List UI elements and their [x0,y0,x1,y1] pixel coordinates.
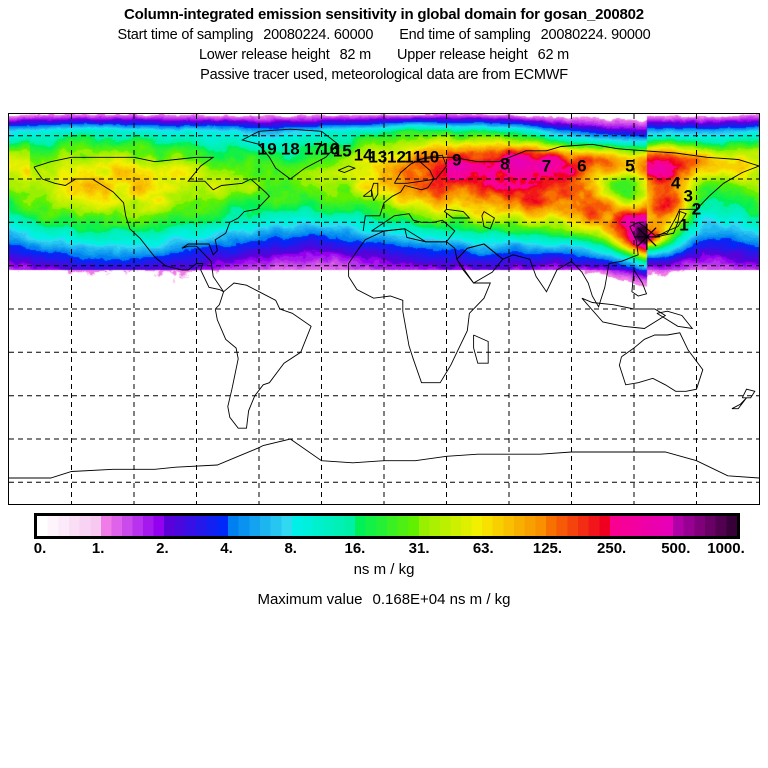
day-label-19: 19 [257,139,277,159]
colorbar-segment-3 [227,516,292,536]
colorbar-segment-4 [291,516,356,536]
day-label-10: 10 [420,147,440,167]
day-label-8: 8 [500,154,510,174]
maximum-value-number: 0.168E+04 [372,591,446,608]
map-clip: 19 18 17 16 15 14 13 12 11 10 9 8 7 6 5 4 3 2 1 [9,114,759,504]
upper-release-value: 62 m [537,47,570,63]
lower-release-value: 82 m [339,47,372,63]
day-label-4: 4 [670,173,681,193]
colorbar-segment-2 [164,516,228,536]
colorbar-tick-1: 1. [91,540,105,557]
lower-release-label: Lower release height [198,47,330,63]
colorbar-segment-8 [546,516,610,536]
colorbar-tick-5: 16. [344,540,366,557]
day-label-1: 1 [679,215,689,234]
colorbar-segment-10 [673,516,738,536]
day-label-13: 13 [368,147,388,167]
colorbar-tick-0: 0. [33,540,47,557]
colorbar-tick-8: 125. [532,540,563,557]
colorbar-tick-7: 63. [472,540,494,557]
day-label-18: 18 [280,139,300,159]
end-time-value: 20080224. 90000 [540,27,651,43]
colorbar-tick-2: 2. [156,540,169,557]
coastlines [9,128,759,479]
end-time-label: End time of sampling [399,27,531,43]
day-label-17: 17 [303,139,323,159]
map-panel: 19 18 17 16 15 14 13 12 11 10 9 8 7 6 5 4 3 2 1 [8,113,760,505]
start-time-value: 20080224. 60000 [263,27,374,43]
map-gridlines [9,114,759,504]
colorbar-segment-1 [100,516,165,536]
day-label-11: 11 [404,147,423,167]
day-label-6: 6 [577,156,587,176]
tracer-note: Passive tracer used, meteorological data… [200,67,568,83]
colorbar-tick-labels: 0. 1. 2. 4. 8. 16. 31. 63. 125. 250. 500. 1000. [0,540,768,560]
start-time-label: Start time of sampling [117,27,254,43]
release-height-line: Lower release height 82 m Upper release he… [0,45,768,65]
day-label-16: 16 [320,139,340,159]
day-label-15: 15 [332,141,352,161]
day-label-12: 12 [387,147,406,167]
day-label-9: 9 [452,150,462,169]
colorbar-segment-6 [418,516,483,536]
day-label-3: 3 [683,186,693,206]
page-title: Column-integrated emission sensitivity i… [124,6,644,23]
sampling-time-line: Start time of sampling 20080224. 60000 End… [0,25,768,45]
colorbar-segment-0 [37,516,101,536]
colorbar-unit-label: ns m / kg [353,561,415,578]
colorbar-tick-11: 1000. [707,540,745,557]
day-label-14: 14 [353,145,373,165]
colorbar-tick-6: 31. [408,540,430,557]
colorbar-tick-4: 8. [284,540,297,557]
colorbar-segment-9 [609,516,674,536]
release-marker [633,223,660,250]
day-label-5: 5 [625,156,635,176]
upper-release-label: Upper release height [397,47,528,63]
day-label-2: 2 [691,199,702,219]
colorbar-segment-7 [482,516,547,536]
day-label-7: 7 [541,156,552,176]
colorbar-tick-10: 500. [661,540,691,557]
colorbar-segment-5 [355,516,419,536]
colorbar-tick-3: 4. [220,540,233,557]
colorbar [34,513,740,539]
maximum-value-label: Maximum value [257,591,363,608]
maximum-value-unit: ns m / kg [449,591,511,608]
figure-header: Column-integrated emission sensitivity i… [0,0,768,85]
maximum-value-caption: Maximum value 0.168E+04 ns m / kg [0,591,768,608]
colorbar-tick-9: 250. [597,540,627,557]
